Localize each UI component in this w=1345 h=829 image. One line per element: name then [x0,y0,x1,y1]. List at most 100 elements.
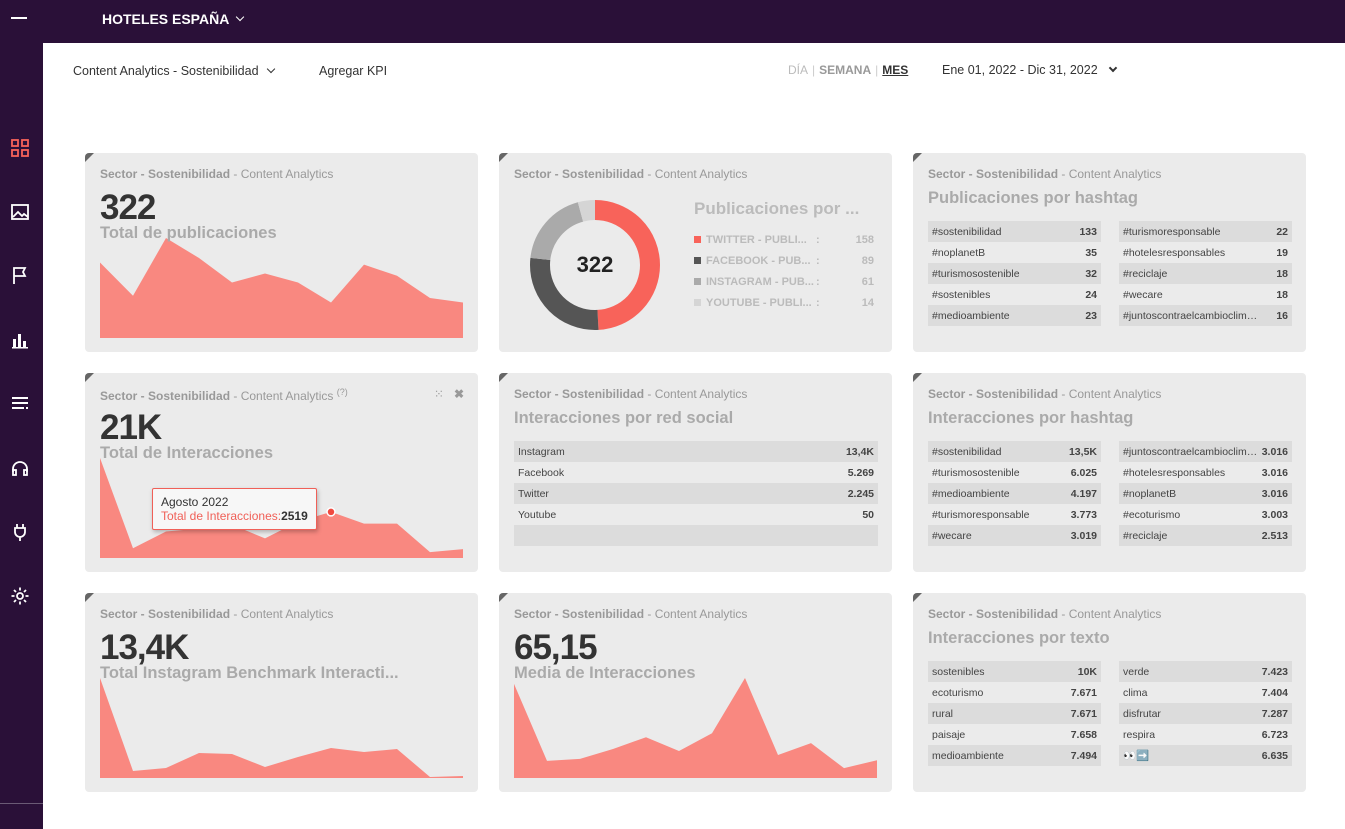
table-row[interactable]: #reciclaje 18 [1119,263,1292,284]
table-row[interactable]: #medioambiente 23 [928,305,1101,326]
card-corner-handle[interactable] [85,373,94,382]
row-value: 2.513 [1261,529,1288,542]
table-row[interactable]: #juntoscontraelcambioclimatico 3.016 [1119,441,1292,462]
table-row[interactable]: 👀➡️ 6.635 [1119,745,1292,766]
card-header: Sector - Sostenibilidad - Content Analyt… [100,167,334,181]
table-row[interactable]: verde 7.423 [1119,661,1292,682]
row-label: paisaje [932,728,966,741]
table-row[interactable]: #medioambiente 4.197 [928,483,1101,504]
kpi-card-donut[interactable]: Sector - Sostenibilidad - Content Analyt… [499,153,892,352]
gear-icon[interactable] [9,585,31,607]
kpi-card-int-hashtag[interactable]: Sector - Sostenibilidad - Content Analyt… [913,373,1306,572]
hashtag-table-left: #sostenibilidad 133 #noplanetB 35 #turismoso… [928,221,1101,326]
card-title: Interacciones por texto [928,629,1110,647]
account-selector[interactable]: HOTELES ESPAÑA [102,11,245,27]
table-row[interactable]: #turismoresponsable 22 [1119,221,1292,242]
table-row[interactable]: medioambiente 7.494 [928,745,1101,766]
card-header: Sector - Sostenibilidad - Content Analyt… [514,607,748,621]
table-row[interactable]: #hotelesresponsables 19 [1119,242,1292,263]
table-row[interactable]: Instagram 13,4K [514,441,878,462]
table-row[interactable]: #reciclaje 2.513 [1119,525,1292,546]
row-label: Twitter [518,487,549,500]
row-label: #juntoscontraelcambioclimatico [1123,309,1263,322]
card-title: Publicaciones por hashtag [928,189,1138,207]
table-row[interactable]: sostenibles 10K [928,661,1101,682]
area-series [100,678,463,778]
row-value: 3.016 [1261,466,1288,479]
table-row[interactable]: #hotelesresponsables 3.016 [1119,462,1292,483]
table-row[interactable]: #juntoscontraelcambioclimatico 16 [1119,305,1292,326]
kpi-card-media[interactable]: Sector - Sostenibilidad - Content Analyt… [499,593,892,792]
table-row[interactable]: #turismosostenible 6.025 [928,462,1101,483]
kpi-card-publicaciones[interactable]: Sector - Sostenibilidad - Content Analyt… [85,153,478,352]
card-corner-handle[interactable] [913,593,922,602]
kpi-card-texto[interactable]: Sector - Sostenibilidad - Content Analyt… [913,593,1306,792]
add-kpi-button[interactable]: Agregar KPI [319,64,388,78]
table-row[interactable]: paisaje 7.658 [928,724,1101,745]
dashboard-grid-icon[interactable] [9,137,31,159]
help-icon[interactable]: (?) [336,387,348,397]
date-range-picker[interactable]: Ene 01, 2022 - Dic 31, 2022 [942,63,1117,77]
donut-chart [530,200,660,330]
table-row[interactable]: Twitter 2.245 [514,483,878,504]
legend-item[interactable]: YOUTUBE - PUBLI...:14 [694,292,874,313]
image-icon[interactable] [9,201,31,223]
table-row[interactable]: rural 7.671 [928,703,1101,724]
table-row[interactable]: #sostenibilidad 133 [928,221,1101,242]
kpi-card-interacciones[interactable]: Sector - Sostenibilidad - Content Analyt… [85,373,478,572]
table-row[interactable]: #sostenibilidad 13,5K [928,441,1101,462]
table-row[interactable]: #noplanetB 3.016 [1119,483,1292,504]
legend-item[interactable]: TWITTER - PUBLI...:158 [694,229,874,250]
period-month[interactable]: MES [882,63,909,77]
collapse-icon[interactable]: ⁙ [433,387,444,401]
card-corner-handle[interactable] [913,373,922,382]
headset-icon[interactable] [9,457,31,479]
table-row[interactable]: ecoturismo 7.671 [928,682,1101,703]
table-row[interactable]: clima 7.404 [1119,682,1292,703]
kpi-card-pub-hashtag[interactable]: Sector - Sostenibilidad - Content Analyt… [913,153,1306,352]
bar-chart-icon[interactable] [9,329,31,351]
kpi-label: Total de Interacciones [100,444,273,462]
dashboard-selector[interactable]: Content Analytics - Sostenibilidad [73,64,275,78]
period-selector: DÍA | SEMANA | MES [788,63,909,77]
legend-item[interactable]: INSTAGRAM - PUB...:61 [694,271,874,292]
table-row[interactable]: #noplanetB 35 [928,242,1101,263]
list-icon[interactable] [9,393,31,415]
card-corner-handle[interactable] [499,153,508,162]
area-chart [100,238,463,338]
table-row[interactable]: #wecare 18 [1119,284,1292,305]
table-row[interactable]: #ecoturismo 3.003 [1119,504,1292,525]
table-row[interactable]: #sostenibles 24 [928,284,1101,305]
card-corner-handle[interactable] [913,153,922,162]
donut-slice[interactable] [530,200,660,330]
table-row[interactable]: Facebook 5.269 [514,462,878,483]
menu-icon[interactable] [11,17,27,19]
donut-title: Publicaciones por ... [694,199,860,218]
date-range: Ene 01, 2022 - Dic 31, 2022 [942,63,1098,77]
table-row[interactable]: Youtube 50 [514,504,878,525]
card-corner-handle[interactable] [499,373,508,382]
row-value: 13,5K [1068,445,1097,458]
close-icon[interactable]: ✖ [453,387,464,401]
table-row[interactable]: #turismoresponsable 3.773 [928,504,1101,525]
flag-icon[interactable] [9,265,31,287]
plug-icon[interactable] [9,521,31,543]
table-row[interactable]: #turismosostenible 32 [928,263,1101,284]
card-corner-handle[interactable] [85,593,94,602]
table-row[interactable] [514,525,878,546]
row-value: 22 [1276,225,1288,238]
data-point-marker[interactable] [326,507,336,517]
card-corner-handle[interactable] [499,593,508,602]
period-day[interactable]: DÍA [788,63,809,77]
kpi-card-instagram[interactable]: Sector - Sostenibilidad - Content Analyt… [85,593,478,792]
table-row[interactable]: #wecare 3.019 [928,525,1101,546]
kpi-card-red-social[interactable]: Sector - Sostenibilidad - Content Analyt… [499,373,892,572]
period-week[interactable]: SEMANA [819,63,872,77]
legend-item[interactable]: FACEBOOK - PUB...:89 [694,250,874,271]
table-row[interactable]: respira 6.723 [1119,724,1292,745]
row-value: 3.019 [1070,529,1097,542]
row-label: #sostenibilidad [932,225,1002,238]
table-row[interactable]: disfrutar 7.287 [1119,703,1292,724]
card-corner-handle[interactable] [85,153,94,162]
donut-slice[interactable] [530,200,660,330]
